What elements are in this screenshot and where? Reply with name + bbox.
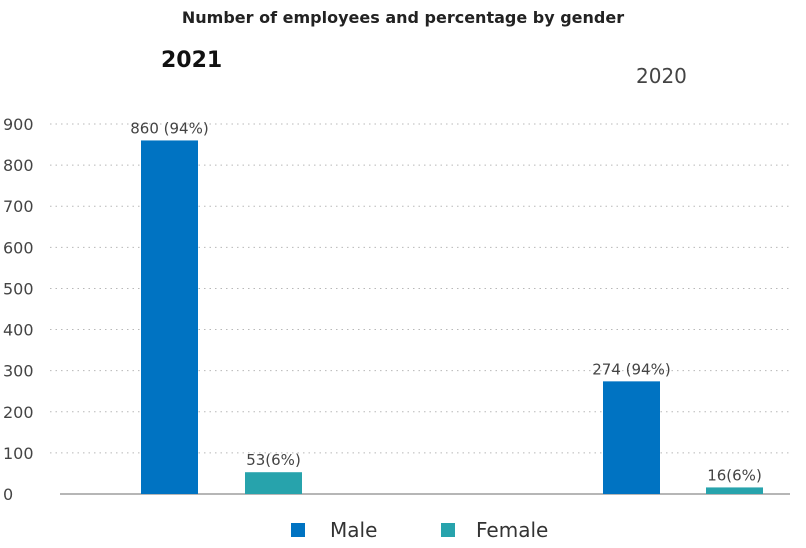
legend-swatch-female	[441, 523, 455, 537]
data-label-male-2020: 274 (94%)	[592, 360, 670, 378]
chart-title: Number of employees and percentage by ge…	[181, 8, 625, 27]
y-tick-label-100: 100	[3, 444, 34, 463]
y-tick-label-200: 200	[3, 403, 34, 422]
category-label-2020: 2020	[636, 64, 687, 88]
data-label-male-2021: 860 (94%)	[130, 119, 208, 137]
y-tick-label-400: 400	[3, 321, 34, 340]
legend-label-male: Male	[330, 518, 377, 542]
bar-female-2020	[706, 487, 763, 494]
bar-male-2021	[141, 140, 198, 494]
bar-female-2021	[245, 472, 302, 494]
bar-male-2020	[603, 381, 660, 494]
category-label-2021: 2021	[161, 48, 223, 73]
y-tick-label-0: 0	[3, 485, 13, 504]
y-tick-label-900: 900	[3, 115, 34, 134]
y-tick-label-700: 700	[3, 197, 34, 216]
y-tick-label-500: 500	[3, 279, 34, 298]
data-label-female-2020: 16(6%)	[707, 466, 762, 484]
data-label-female-2021: 53(6%)	[246, 451, 301, 469]
y-tick-label-800: 800	[3, 156, 34, 175]
legend-swatch-male	[291, 523, 305, 537]
y-tick-label-300: 300	[3, 362, 34, 381]
y-tick-label-600: 600	[3, 238, 34, 257]
legend-label-female: Female	[476, 518, 548, 542]
